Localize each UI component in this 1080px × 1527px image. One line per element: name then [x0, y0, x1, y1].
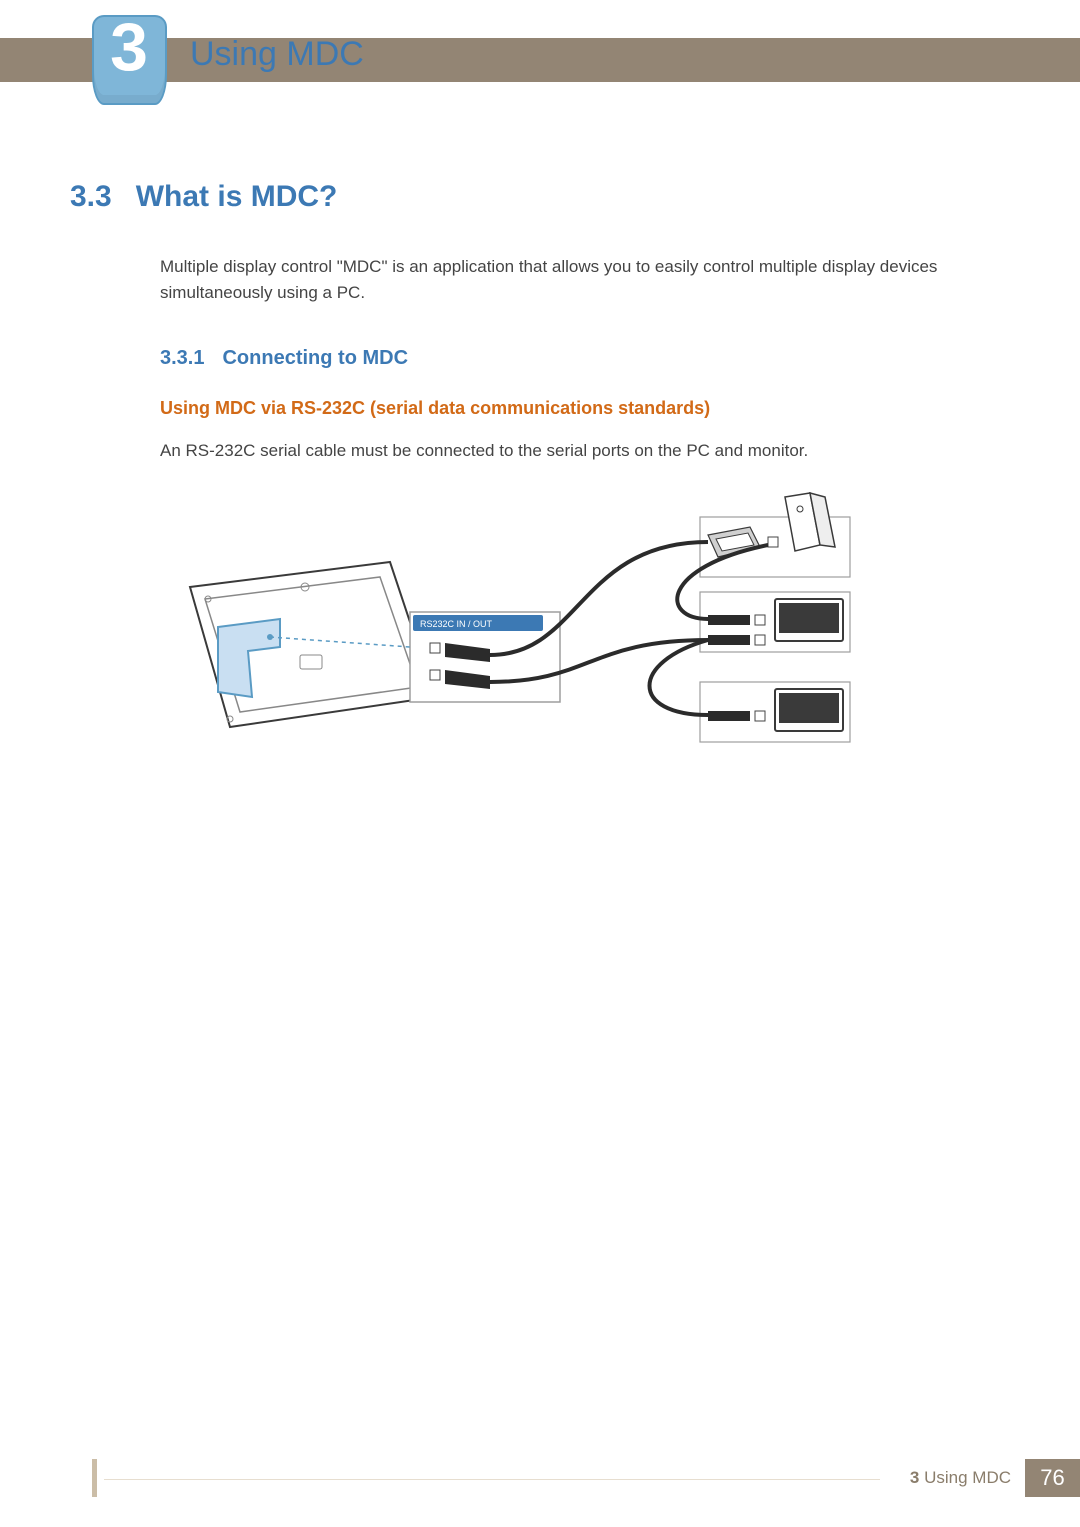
- subsection-title: Connecting to MDC: [222, 347, 408, 370]
- rs232c-port-panel: RS232C IN / OUT: [410, 612, 560, 702]
- footer: 3 Using MDC 76: [910, 1459, 1080, 1497]
- section-heading: 3.3 What is MDC?: [70, 180, 1020, 214]
- display-1-icon: [775, 599, 843, 641]
- display-2-icon: [775, 689, 843, 731]
- rs232c-label: RS232C IN / OUT: [420, 619, 493, 629]
- chapter-title: Using MDC: [190, 35, 364, 74]
- page-content: 3.3 What is MDC? Multiple display contro…: [70, 180, 1020, 787]
- pc-panel: [700, 493, 850, 577]
- connection-diagram: RS232C IN / OUT: [160, 487, 880, 787]
- footer-chapter-label: 3 Using MDC: [910, 1468, 1011, 1488]
- footer-chapter-num: 3: [910, 1468, 919, 1487]
- chapter-number: 3: [104, 8, 154, 86]
- section-intro-text: Multiple display control "MDC" is an app…: [160, 254, 1020, 307]
- page-number: 76: [1025, 1459, 1080, 1497]
- footer-left-rule: [92, 1459, 97, 1497]
- cable-display1-to-display2: [650, 640, 709, 715]
- display-1-panel: [700, 592, 850, 652]
- footer-mid-rule: [104, 1479, 880, 1480]
- section-title: What is MDC?: [136, 180, 338, 214]
- section-number: 3.3: [70, 180, 112, 214]
- footer-chapter-text: Using MDC: [924, 1468, 1011, 1487]
- body-text-2: An RS-232C serial cable must be connecte…: [160, 441, 1020, 461]
- subsection-number: 3.3.1: [160, 347, 204, 370]
- display-2-panel: [700, 682, 850, 742]
- monitor-back-icon: [190, 562, 435, 727]
- subsection-heading: 3.3.1 Connecting to MDC: [160, 347, 1020, 370]
- leader-dot-icon: [267, 634, 273, 640]
- sub-heading: Using MDC via RS-232C (serial data commu…: [160, 398, 1020, 419]
